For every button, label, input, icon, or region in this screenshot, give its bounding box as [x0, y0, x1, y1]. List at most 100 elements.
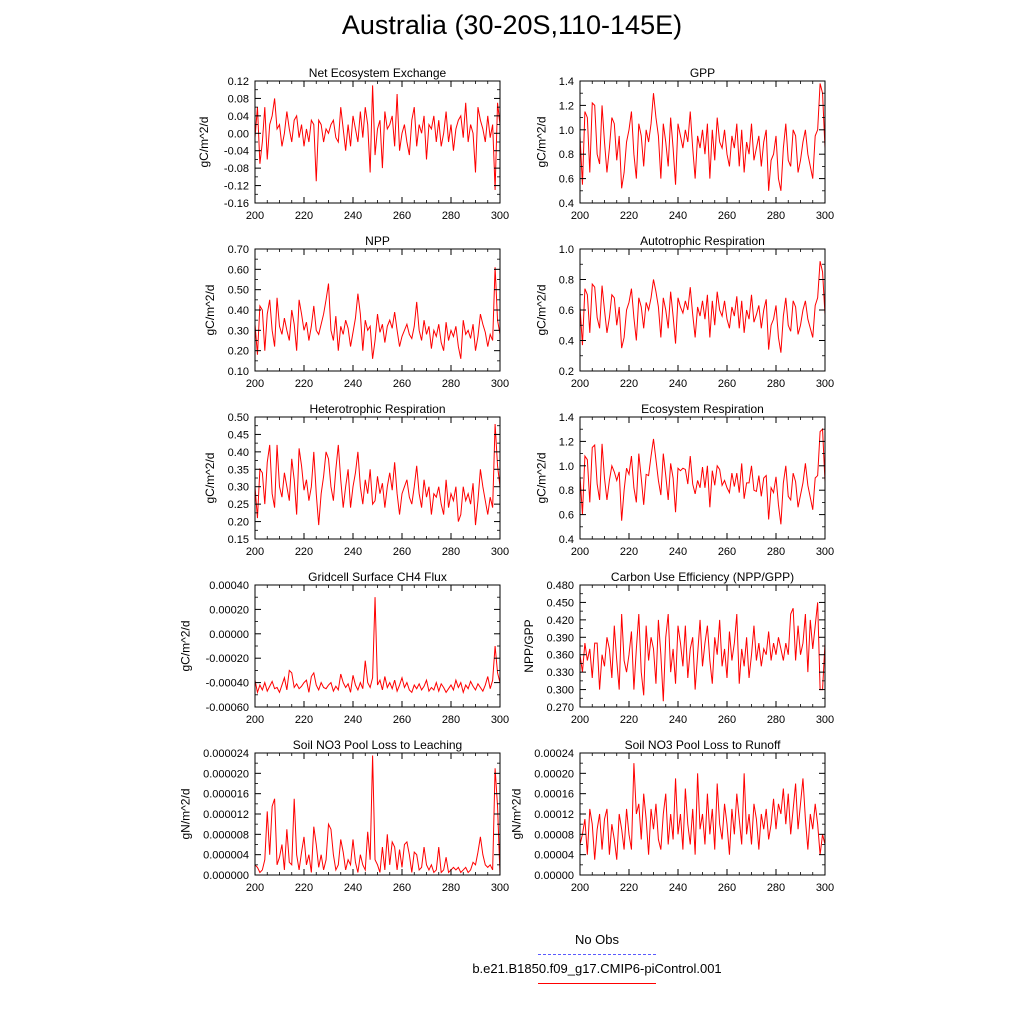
- y-tick-label: 1.0: [559, 461, 574, 473]
- legend-swatch-obs: [538, 954, 656, 955]
- y-tick-label: 0.330: [546, 667, 574, 679]
- panel-8: 200 220 240 260 280 300 0.000000 0.000004 0.0000…: [178, 738, 509, 894]
- data-line-2-0: [254, 267, 501, 359]
- data-line-3-0: [579, 261, 826, 353]
- x-tick-label: 280: [442, 378, 460, 390]
- x-tick-label: 200: [571, 714, 589, 726]
- y-tick-label: 0.420: [546, 615, 574, 627]
- x-tick-label: 200: [571, 210, 589, 222]
- x-tick-label: 280: [767, 546, 785, 558]
- y-tick-label: 0.000012: [203, 809, 249, 821]
- y-tick-label: 0.12: [228, 76, 249, 88]
- y-tick-label: 0.00016: [534, 789, 574, 801]
- x-tick-label: 220: [620, 378, 638, 390]
- y-tick-label: 0.000008: [203, 829, 249, 841]
- y-tick-label: 0.45: [228, 429, 249, 441]
- y-tick-label: 0.8: [559, 275, 574, 287]
- panel-title: Autotrophic Respiration: [640, 234, 765, 248]
- legend-label-model: b.e21.B1850.f09_g17.CMIP6-piControl.001: [472, 961, 722, 976]
- x-tick-label: 240: [669, 882, 687, 894]
- y-tick-label: 0.00024: [534, 748, 574, 760]
- panel-5: 200 220 240 260 280 300 0.4 0.6 0.8 1.0 1.2 1.4 Ecos…: [534, 402, 834, 558]
- panel-4: 200 220 240 260 280 300 0.15 0.20 0.25 0.30 0.35 0.…: [203, 402, 509, 558]
- panel-1: 200 220 240 260 280 300 0.4 0.6 0.8 1.0 1.2 1.4 GPP g…: [534, 66, 834, 222]
- x-tick-label: 280: [442, 714, 460, 726]
- y-tick-label: 0.360: [546, 650, 574, 662]
- x-tick-label: 240: [344, 546, 362, 558]
- y-axis-label: gC/m^2/d: [197, 117, 211, 168]
- y-tick-label: 0.35: [228, 464, 249, 476]
- x-tick-label: 280: [767, 210, 785, 222]
- x-tick-label: 200: [246, 210, 264, 222]
- y-tick-label: 0.10: [228, 366, 249, 378]
- x-tick-label: 280: [442, 210, 460, 222]
- y-tick-label: 0.00040: [209, 580, 249, 592]
- y-axis-label: gC/m^2/d: [534, 453, 548, 504]
- x-tick-label: 240: [669, 714, 687, 726]
- y-tick-label: 0.00020: [534, 768, 574, 780]
- y-axis-label: gN/m^2/d: [510, 789, 524, 840]
- y-axis-label: gN/m^2/d: [178, 789, 192, 840]
- x-tick-label: 260: [718, 714, 736, 726]
- y-tick-label: 0.000024: [203, 748, 249, 760]
- data-line-9-0: [579, 763, 826, 860]
- y-tick-label: 1.4: [559, 412, 574, 424]
- panel-title: Ecosystem Respiration: [641, 402, 764, 416]
- x-tick-label: 220: [620, 882, 638, 894]
- y-tick-label: 0.60: [228, 264, 249, 276]
- y-tick-label: 0.2: [559, 366, 574, 378]
- panel-9: 200 220 240 260 280 300 0.00000 0.00004 0.00008 0…: [510, 738, 835, 894]
- y-tick-label: -0.08: [224, 163, 249, 175]
- y-tick-label: 1.0: [559, 125, 574, 137]
- y-tick-label: 0.8: [559, 149, 574, 161]
- y-tick-label: 0.30: [228, 325, 249, 337]
- panel-title: Heterotrophic Respiration: [309, 402, 445, 416]
- y-tick-label: -0.00040: [206, 678, 249, 690]
- x-tick-label: 300: [816, 546, 834, 558]
- plot-frame: [579, 248, 826, 372]
- data-line-1-0: [579, 83, 826, 191]
- x-tick-label: 300: [816, 210, 834, 222]
- y-tick-label: 0.70: [228, 244, 249, 256]
- y-tick-label: 0.08: [228, 93, 249, 105]
- panel-6: 200 220 240 260 280 300 -0.00060 -0.00040 -0.000…: [178, 570, 509, 726]
- y-tick-label: 0.4: [559, 198, 574, 210]
- panel-title: GPP: [690, 66, 715, 80]
- y-tick-label: 0.00004: [534, 850, 574, 862]
- x-tick-label: 220: [295, 714, 313, 726]
- x-tick-label: 280: [767, 714, 785, 726]
- panel-title: Carbon Use Efficiency (NPP/GPP): [611, 570, 794, 584]
- data-line-5-0: [579, 428, 826, 525]
- panel-title: Soil NO3 Pool Loss to Runoff: [625, 738, 782, 752]
- y-tick-label: 0.4: [559, 534, 574, 546]
- y-tick-label: 0.20: [228, 346, 249, 358]
- x-tick-label: 220: [295, 546, 313, 558]
- y-axis-label: gC/m^2/d: [203, 285, 217, 336]
- x-tick-label: 300: [816, 378, 834, 390]
- x-tick-label: 220: [620, 546, 638, 558]
- panel-title: Soil NO3 Pool Loss to Leaching: [293, 738, 462, 752]
- y-tick-label: 0.20: [228, 517, 249, 529]
- y-axis-label: gC/m^2/d: [178, 621, 192, 672]
- y-tick-label: 0.30: [228, 482, 249, 494]
- x-tick-label: 260: [393, 882, 411, 894]
- panel-3: 200 220 240 260 280 300 0.2 0.4 0.6 0.8 1.0 Autotro…: [534, 234, 834, 390]
- x-tick-label: 280: [442, 546, 460, 558]
- y-tick-label: -0.00020: [206, 653, 249, 665]
- x-tick-label: 300: [491, 210, 509, 222]
- x-tick-label: 280: [767, 882, 785, 894]
- y-tick-label: 0.04: [228, 111, 249, 123]
- x-tick-label: 240: [344, 714, 362, 726]
- y-tick-label: 1.2: [559, 100, 574, 112]
- data-line-6-0: [254, 597, 501, 695]
- x-tick-label: 300: [816, 882, 834, 894]
- y-tick-label: 0.450: [546, 597, 574, 609]
- y-tick-label: 0.000000: [203, 870, 249, 882]
- y-tick-label: 0.270: [546, 702, 574, 714]
- x-tick-label: 220: [295, 210, 313, 222]
- x-tick-label: 240: [669, 210, 687, 222]
- x-tick-label: 200: [246, 882, 264, 894]
- legend: No Obs b.e21.B1850.f09_g17.CMIP6-piContr…: [420, 930, 774, 1000]
- y-tick-label: -0.12: [224, 181, 249, 193]
- x-tick-label: 260: [393, 546, 411, 558]
